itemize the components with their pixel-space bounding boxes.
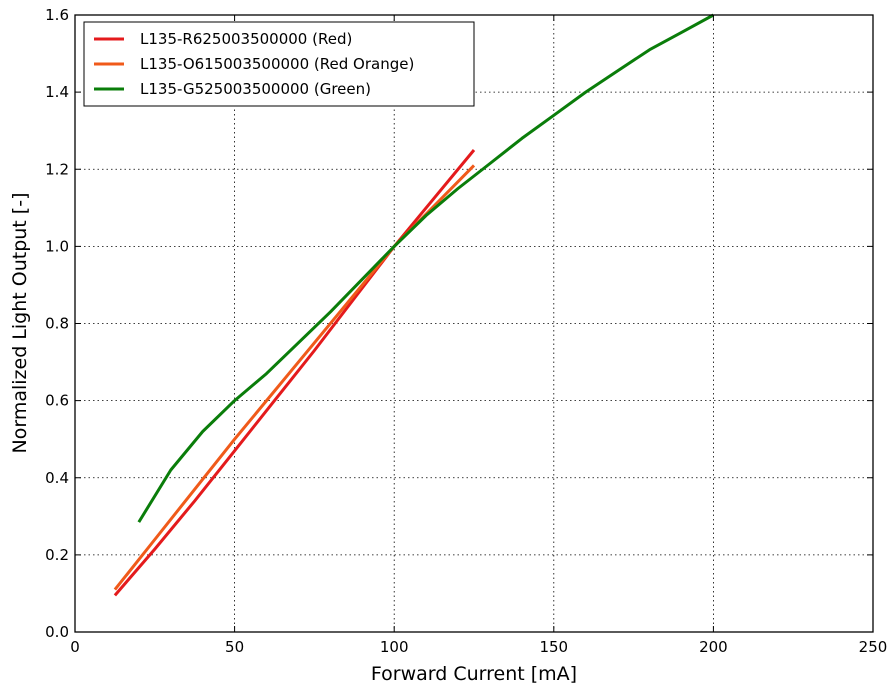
axis-ticks: 0 50 100 150 200 250 0.0 0.2 0.4 0.6 0.8 1.0 1.2 1.4 1… (45, 6, 887, 656)
y-tick-label: 0.4 (45, 469, 69, 487)
y-tick-label: 0.6 (45, 392, 69, 410)
series-lines (113, 13, 715, 597)
x-tick-label: 0 (70, 638, 80, 656)
legend-label-2: L135-O615003500000 (Red Orange) (140, 55, 414, 73)
y-tick-label: 1.2 (45, 160, 69, 178)
y-tick-label: 1.0 (45, 237, 69, 255)
y-axis-label: Normalized Light Output [-] (9, 193, 31, 454)
x-tick-label: 100 (380, 638, 409, 656)
legend-box (83, 21, 475, 107)
y-tick-label: 1.4 (45, 83, 69, 101)
y-tick-label: 1.6 (45, 6, 69, 24)
x-tick-label: 50 (225, 638, 244, 656)
legend: L135-R625003500000 (Red) L135-O6150035000… (83, 21, 475, 107)
y-tick-label: 0.0 (45, 623, 69, 641)
x-axis-label: Forward Current [mA] (371, 663, 577, 685)
legend-label-1: L135-R625003500000 (Red) (140, 30, 352, 48)
x-tick-label: 250 (859, 638, 888, 656)
legend-label-3: L135-G525003500000 (Green) (140, 80, 371, 98)
y-tick-label: 0.8 (45, 315, 69, 333)
x-tick-label: 200 (699, 638, 728, 656)
y-tick-label: 0.2 (45, 546, 69, 564)
series-line-1 (113, 149, 476, 597)
series-line-3 (137, 13, 715, 523)
x-tick-label: 150 (539, 638, 568, 656)
